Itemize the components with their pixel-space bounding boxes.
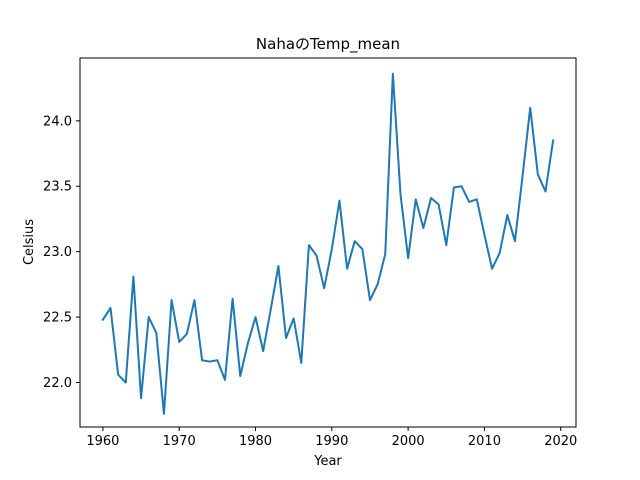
x-tick-label: 1990 [315, 434, 348, 449]
y-tick-label: 24.0 [43, 114, 72, 129]
y-tick-label: 23.5 [43, 180, 72, 195]
plot-frame [79, 57, 577, 428]
plot-area [79, 57, 577, 428]
y-axis: 22.0 22.5 23.0 23.5 24.0 [43, 114, 80, 391]
x-tick-label: 2020 [544, 434, 577, 449]
x-tick-label: 1970 [163, 434, 196, 449]
chart-title: NahaのTemp_mean [256, 35, 400, 54]
y-tick-label: 23.0 [43, 245, 72, 260]
x-tick-label: 1980 [239, 434, 272, 449]
x-tick-label: 1960 [86, 434, 119, 449]
x-axis-label: Year [313, 454, 342, 469]
x-tick-label: 2010 [468, 434, 501, 449]
x-axis: 1960 1970 1980 1990 2000 2010 2020 [86, 427, 577, 449]
series-line-0 [101, 72, 555, 415]
y-axis-label: Celsius [22, 219, 37, 265]
y-tick-label: 22.0 [43, 376, 72, 391]
y-tick-label: 22.5 [43, 311, 72, 326]
x-tick-label: 2000 [392, 434, 425, 449]
